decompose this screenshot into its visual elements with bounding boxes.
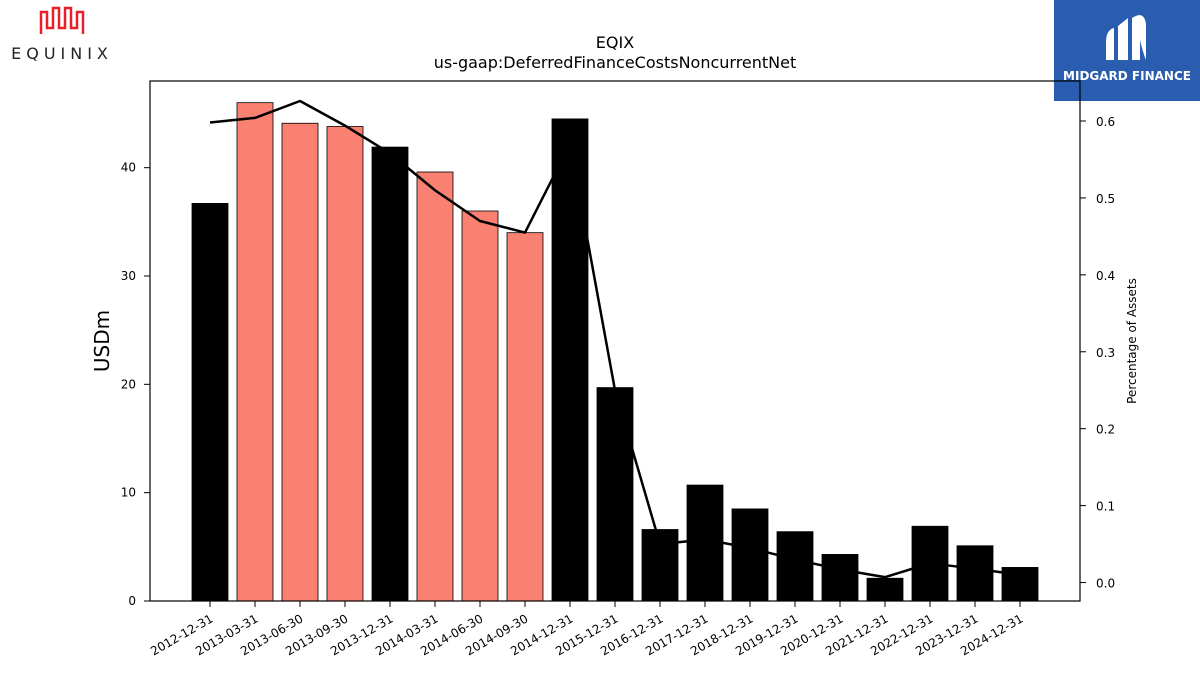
bar-2019-12-31 <box>776 531 814 602</box>
bar-2021-12-31 <box>866 577 904 602</box>
y-tick-label: 20 <box>121 377 136 391</box>
bar-2013-06-30 <box>281 122 319 602</box>
percentage-of-assets-line <box>209 99 1021 579</box>
chart-title: EQIX <box>596 33 634 52</box>
midgard-mark-icon <box>1106 15 1146 61</box>
y-tick-label: 40 <box>121 161 136 175</box>
bar-2020-12-31 <box>821 554 859 602</box>
y-tick-label: 10 <box>121 486 136 500</box>
equinix-wordmark: EQUINIX <box>11 44 113 63</box>
bar-2012-12-31 <box>191 203 229 602</box>
bar-2014-03-31 <box>416 171 454 602</box>
bar-2015-12-31 <box>596 387 634 602</box>
bars <box>191 102 1039 602</box>
bar-2014-06-30 <box>461 210 499 602</box>
y2-tick-label: 0.5 <box>1096 192 1115 206</box>
y-tick-label: 0 <box>128 594 136 608</box>
chart-subtitle: us-gaap:DeferredFinanceCostsNoncurrentNe… <box>434 53 797 72</box>
y-tick-label: 30 <box>121 269 136 283</box>
bar-2013-03-31 <box>236 102 274 602</box>
y2-tick-label: 0.1 <box>1096 500 1115 514</box>
bar-2013-09-30 <box>326 126 364 602</box>
bar-2014-09-30 <box>506 232 544 602</box>
y2-tick-label: 0.0 <box>1096 577 1115 591</box>
y2-tick-label: 0.6 <box>1096 115 1115 129</box>
y2-tick-label: 0.3 <box>1096 346 1115 360</box>
equinix-mark-icon <box>39 6 85 34</box>
x-axis-ticks: 2012-12-312013-03-312013-06-302013-09-30… <box>148 601 1026 658</box>
equinix-logo: EQUINIX <box>11 6 113 63</box>
left-axis-ticks: 0 10 20 30 40 <box>121 161 150 608</box>
y2-tick-label: 0.2 <box>1096 423 1115 437</box>
y2-axis-label: Percentage of Assets <box>1125 278 1139 404</box>
bar-2023-12-31 <box>956 545 994 602</box>
midgard-wordmark: MIDGARD FINANCE <box>1063 69 1191 83</box>
bar-2013-12-31 <box>371 146 409 602</box>
midgard-finance-logo: MIDGARD FINANCE <box>1054 0 1200 101</box>
bar-2018-12-31 <box>731 508 769 602</box>
right-axis-ticks: 0.0 0.1 0.2 0.3 0.4 0.5 0.6 <box>1080 115 1115 591</box>
y-axis-label: USDm <box>90 310 114 372</box>
bar-2014-12-31 <box>551 118 589 602</box>
y2-tick-label: 0.4 <box>1096 269 1115 283</box>
